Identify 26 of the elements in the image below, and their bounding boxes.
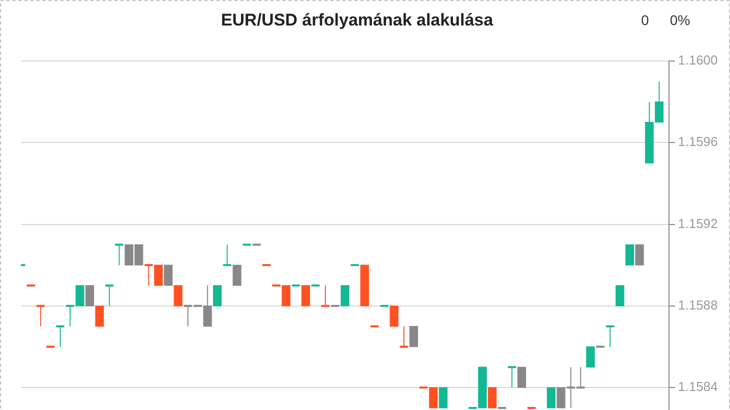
y-tick-label: 1.1596 [678,134,718,150]
candlestick [301,285,310,306]
candlestick [95,306,104,327]
y-tick-label: 1.1588 [678,297,718,312]
text: 0% [670,12,690,28]
candlestick [625,244,634,266]
candlestick [488,387,497,408]
candlestick [635,244,644,266]
chart-title: EUR/USD árfolyamának alakulása [220,10,494,30]
candlestick [517,366,526,388]
y-tick-label: 1.1584 [678,379,718,394]
candlestick [340,285,350,306]
candlestick [213,285,222,306]
candlestick [85,285,94,306]
candlestick [390,306,398,327]
y-tick-label: 1.1592 [678,216,718,231]
candlestick [409,326,418,348]
candlestick [232,264,242,286]
candlestick [546,387,556,408]
candlestick [438,387,448,408]
candlestick [164,264,173,286]
candlestick [174,285,182,306]
text: 0 [641,12,650,28]
candlestick [616,285,624,306]
y-tick-label: 1.1600 [678,52,718,68]
candlestick [586,346,595,368]
